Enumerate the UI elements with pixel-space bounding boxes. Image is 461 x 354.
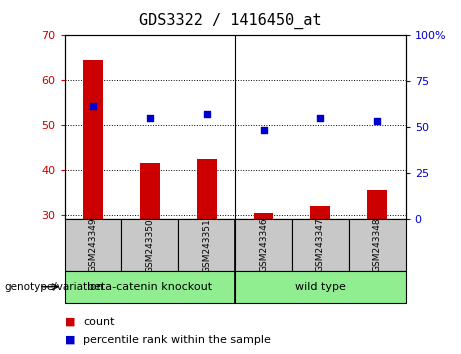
Text: GSM243349: GSM243349: [89, 218, 97, 273]
Point: [373, 118, 381, 124]
Text: GSM243346: GSM243346: [259, 218, 268, 273]
Bar: [235, 219, 292, 271]
Point: [317, 116, 324, 121]
Text: beta-catenin knockout: beta-catenin knockout: [87, 282, 213, 292]
Text: GSM243351: GSM243351: [202, 218, 211, 273]
Bar: [178, 219, 235, 271]
Bar: [367, 190, 387, 219]
Text: percentile rank within the sample: percentile rank within the sample: [83, 335, 271, 345]
Bar: [121, 219, 178, 271]
Point: [89, 103, 97, 109]
Bar: [197, 159, 217, 219]
Bar: [235, 271, 406, 303]
Text: GSM243348: GSM243348: [373, 218, 382, 273]
Text: ■: ■: [65, 317, 78, 327]
Point: [146, 116, 154, 121]
Point: [203, 111, 210, 117]
Text: GSM243350: GSM243350: [145, 218, 154, 273]
Bar: [65, 271, 235, 303]
Point: [260, 127, 267, 132]
Bar: [83, 60, 103, 219]
Text: count: count: [83, 317, 114, 327]
Text: wild type: wild type: [295, 282, 346, 292]
Bar: [254, 213, 273, 219]
Bar: [140, 163, 160, 219]
Bar: [349, 219, 406, 271]
Text: genotype/variation: genotype/variation: [5, 282, 104, 292]
Bar: [292, 219, 349, 271]
Text: GDS3322 / 1416450_at: GDS3322 / 1416450_at: [139, 12, 322, 29]
Text: GSM243347: GSM243347: [316, 218, 325, 273]
Text: ■: ■: [65, 335, 78, 345]
Bar: [310, 206, 331, 219]
Bar: [65, 219, 121, 271]
